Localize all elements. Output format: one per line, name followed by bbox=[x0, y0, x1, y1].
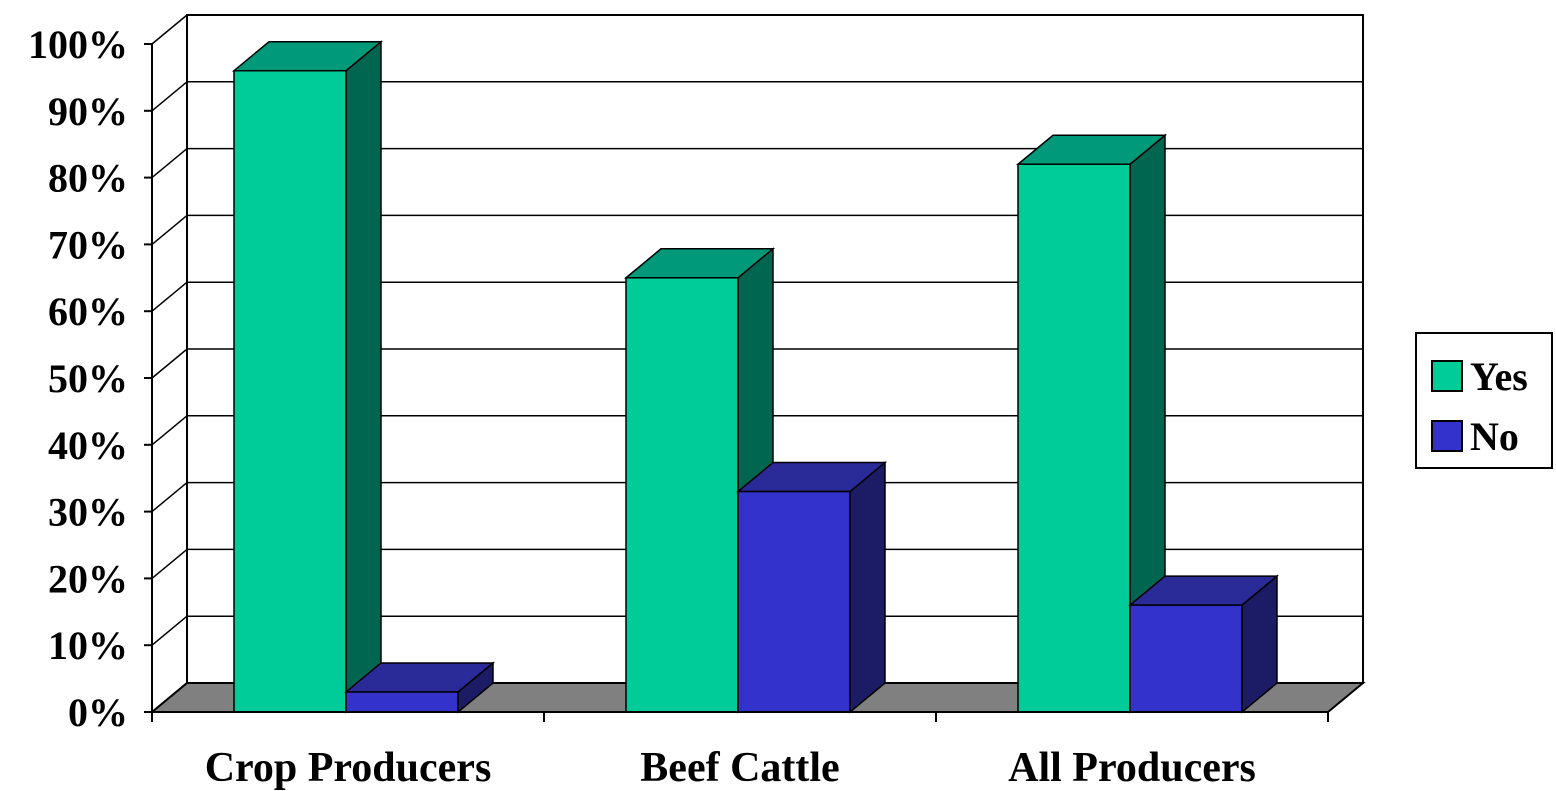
legend-swatch bbox=[1431, 360, 1463, 392]
y-tick-label: 30% bbox=[48, 490, 128, 535]
bar bbox=[343, 661, 496, 714]
y-tick-label: 70% bbox=[48, 222, 128, 267]
y-tick-label: 60% bbox=[48, 289, 128, 334]
chart-bars-layer bbox=[231, 40, 1280, 714]
bar-side bbox=[345, 40, 382, 714]
y-tick-label: 20% bbox=[48, 556, 128, 601]
bar-front bbox=[1017, 163, 1131, 713]
x-tick-label: All Producers bbox=[1008, 745, 1256, 791]
gridline-side bbox=[151, 214, 188, 245]
y-tick-label: 80% bbox=[48, 156, 128, 201]
bar-front bbox=[345, 691, 459, 713]
gridline-side bbox=[151, 548, 188, 579]
legend-swatch bbox=[1431, 420, 1463, 452]
bar bbox=[231, 40, 384, 714]
legend-label: Yes bbox=[1470, 354, 1528, 399]
gridline-side bbox=[151, 14, 188, 45]
bar-front bbox=[1129, 604, 1243, 713]
bar-front bbox=[737, 490, 851, 713]
gridline-side bbox=[151, 148, 188, 179]
chart-axis-layer: 0% 10% 20% 30% 40% 50% 60% 70% 80% 90% 100% Crop Pr… bbox=[28, 22, 1329, 791]
bar bbox=[735, 460, 888, 714]
legend-label: No bbox=[1470, 414, 1519, 459]
gridline-side bbox=[151, 348, 188, 379]
y-tick-label: 90% bbox=[48, 89, 128, 134]
bar-side bbox=[849, 460, 886, 714]
y-tick-label: 0% bbox=[68, 690, 128, 735]
y-tick-label: 40% bbox=[48, 423, 128, 468]
y-tick-label: 50% bbox=[48, 356, 128, 401]
bar bbox=[1127, 574, 1280, 714]
chart-legend: Yes No bbox=[1415, 332, 1553, 469]
gridline-side bbox=[151, 482, 188, 513]
bar-front bbox=[625, 277, 739, 713]
gridline-side bbox=[151, 415, 188, 446]
x-tick-label: Crop Producers bbox=[205, 745, 492, 791]
gridline-side bbox=[151, 81, 188, 112]
bar-front bbox=[233, 69, 347, 713]
bar bbox=[1015, 133, 1168, 714]
gridline-side bbox=[151, 615, 188, 646]
y-tick-label: 100% bbox=[28, 22, 128, 67]
y-tick-label: 10% bbox=[48, 623, 128, 668]
x-tick-label: Beef Cattle bbox=[640, 745, 839, 791]
gridline-side bbox=[151, 281, 188, 312]
